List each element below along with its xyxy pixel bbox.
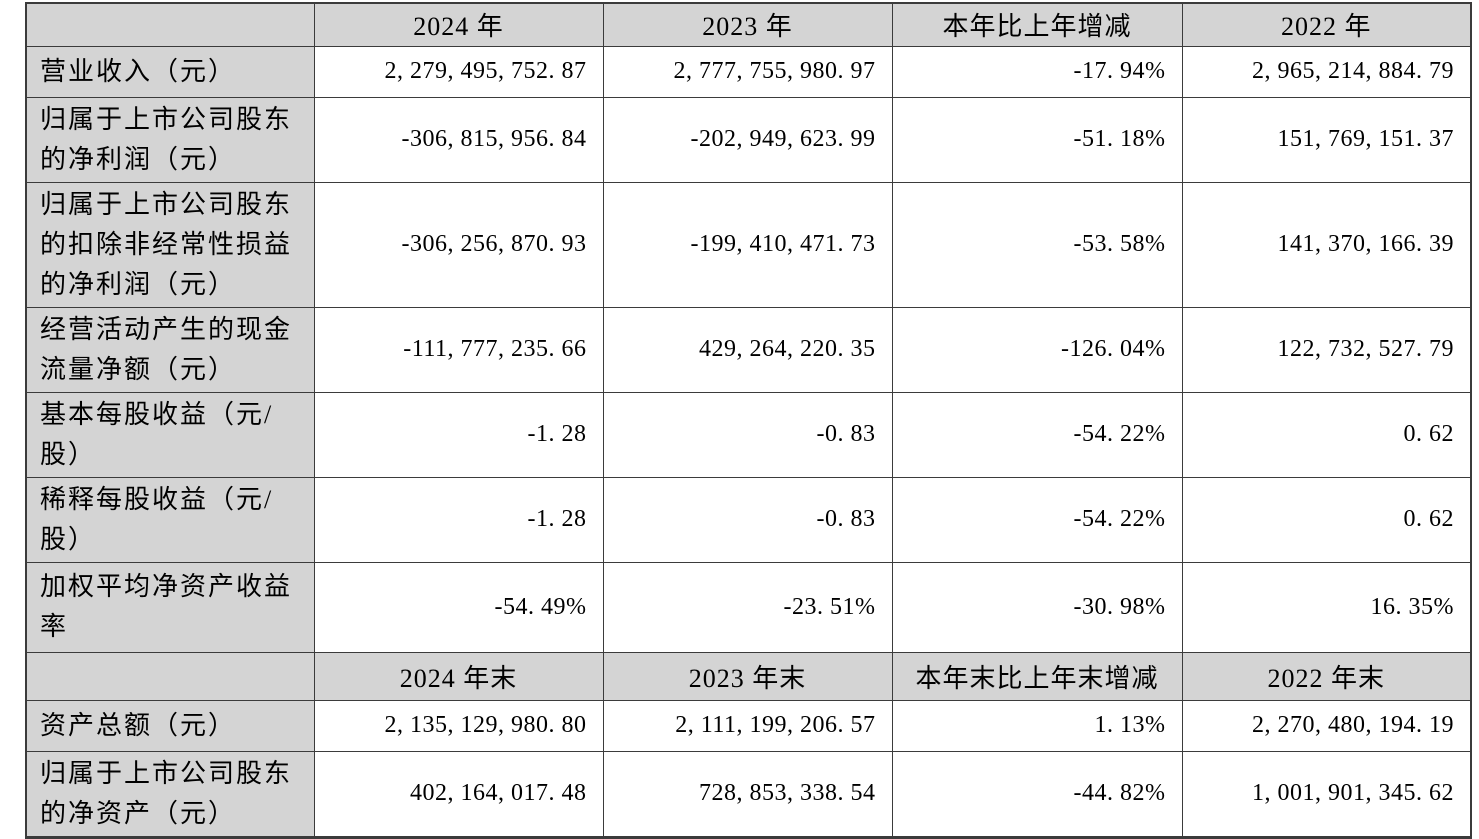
table-row-net-assets: 归属于上市公司股东 的净资产（元） 402, 164, 017. 48 728,…	[25, 750, 1472, 838]
col-header-2024-end: 2024 年末	[313, 651, 604, 701]
value-2023: 728, 853, 338. 54	[602, 750, 893, 838]
value-2022: 122, 732, 527. 79	[1181, 306, 1472, 393]
table-row-weighted-avg-roe: 加权平均净资产收益 率 -54. 49% -23. 51% -30. 98% 1…	[25, 561, 1472, 653]
value-2023: 2, 111, 199, 206. 57	[602, 699, 893, 752]
corner-cell	[25, 2, 315, 47]
col-header-2023-end: 2023 年末	[602, 651, 893, 701]
value-2022: 1, 001, 901, 345. 62	[1181, 750, 1472, 838]
value-yoy-change: -30. 98%	[891, 561, 1183, 653]
value-yoy-change: -54. 22%	[891, 391, 1183, 478]
value-2024: -1. 28	[313, 391, 604, 478]
table-header-row-year-end: 2024 年末 2023 年末 本年末比上年末增减 2022 年末	[25, 651, 1472, 701]
value-2022: 16. 35%	[1181, 561, 1472, 653]
col-header-yoy-change: 本年比上年增减	[891, 2, 1183, 47]
value-2024: -306, 815, 956. 84	[313, 96, 604, 183]
value-yoy-change: -44. 82%	[891, 750, 1183, 838]
table-row-operating-cash-flow: 经营活动产生的现金 流量净额（元） -111, 777, 235. 66 429…	[25, 306, 1472, 393]
value-2023: 2, 777, 755, 980. 97	[602, 45, 893, 98]
key-financial-data-table: 2024 年 2023 年 本年比上年增减 2022 年 营业收入（元） 2, …	[25, 2, 1472, 839]
value-yoy-change: -126. 04%	[891, 306, 1183, 393]
value-yoy-change: -51. 18%	[891, 96, 1183, 183]
metric-label: 归属于上市公司股东 的扣除非经常性损益 的净利润（元）	[25, 181, 315, 308]
value-2024: -1. 28	[313, 476, 604, 563]
col-header-2024: 2024 年	[313, 2, 604, 47]
table-row-revenue: 营业收入（元） 2, 279, 495, 752. 87 2, 777, 755…	[25, 45, 1472, 98]
value-2023: -202, 949, 623. 99	[602, 96, 893, 183]
value-2023: -23. 51%	[602, 561, 893, 653]
value-2022: 151, 769, 151. 37	[1181, 96, 1472, 183]
value-2023: -0. 83	[602, 476, 893, 563]
metric-label: 归属于上市公司股东 的净利润（元）	[25, 96, 315, 183]
value-2024: -306, 256, 870. 93	[313, 181, 604, 308]
metric-label: 营业收入（元）	[25, 45, 315, 98]
value-2022: 0. 62	[1181, 476, 1472, 563]
table-header-row-annual: 2024 年 2023 年 本年比上年增减 2022 年	[25, 2, 1472, 47]
value-yoy-change: -54. 22%	[891, 476, 1183, 563]
value-2024: 2, 135, 129, 980. 80	[313, 699, 604, 752]
metric-label: 归属于上市公司股东 的净资产（元）	[25, 750, 315, 838]
value-2022: 2, 270, 480, 194. 19	[1181, 699, 1472, 752]
col-header-year-end-change: 本年末比上年末增减	[891, 651, 1183, 701]
metric-label: 基本每股收益（元/ 股）	[25, 391, 315, 478]
value-2022: 0. 62	[1181, 391, 1472, 478]
table-row-net-profit: 归属于上市公司股东 的净利润（元） -306, 815, 956. 84 -20…	[25, 96, 1472, 183]
value-yoy-change: 1. 13%	[891, 699, 1183, 752]
value-2023: -199, 410, 471. 73	[602, 181, 893, 308]
table-row-total-assets: 资产总额（元） 2, 135, 129, 980. 80 2, 111, 199…	[25, 699, 1472, 752]
value-2023: -0. 83	[602, 391, 893, 478]
col-header-2022: 2022 年	[1181, 2, 1472, 47]
value-2024: 402, 164, 017. 48	[313, 750, 604, 838]
metric-label: 稀释每股收益（元/ 股）	[25, 476, 315, 563]
metric-label: 经营活动产生的现金 流量净额（元）	[25, 306, 315, 393]
value-yoy-change: -17. 94%	[891, 45, 1183, 98]
metric-label: 加权平均净资产收益 率	[25, 561, 315, 653]
col-header-2022-end: 2022 年末	[1181, 651, 1472, 701]
table-row-diluted-eps: 稀释每股收益（元/ 股） -1. 28 -0. 83 -54. 22% 0. 6…	[25, 476, 1472, 563]
table-row-net-profit-excl-nonrecurring: 归属于上市公司股东 的扣除非经常性损益 的净利润（元） -306, 256, 8…	[25, 181, 1472, 308]
value-2024: 2, 279, 495, 752. 87	[313, 45, 604, 98]
value-2023: 429, 264, 220. 35	[602, 306, 893, 393]
value-2022: 141, 370, 166. 39	[1181, 181, 1472, 308]
corner-cell	[25, 651, 315, 701]
value-2022: 2, 965, 214, 884. 79	[1181, 45, 1472, 98]
value-2024: -54. 49%	[313, 561, 604, 653]
table-row-basic-eps: 基本每股收益（元/ 股） -1. 28 -0. 83 -54. 22% 0. 6…	[25, 391, 1472, 478]
value-yoy-change: -53. 58%	[891, 181, 1183, 308]
value-2024: -111, 777, 235. 66	[313, 306, 604, 393]
metric-label: 资产总额（元）	[25, 699, 315, 752]
col-header-2023: 2023 年	[602, 2, 893, 47]
